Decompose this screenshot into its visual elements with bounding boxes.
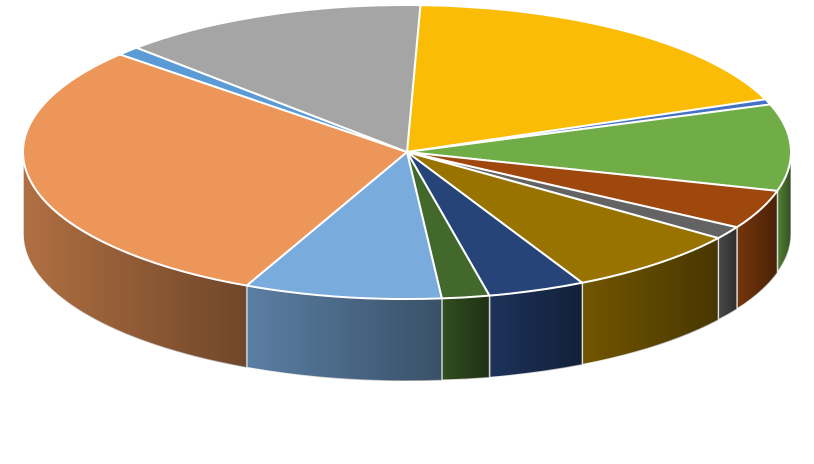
pie-slice-side-shade-6 bbox=[582, 238, 719, 365]
pie-slice-10 bbox=[22, 53, 408, 287]
pie-sides bbox=[22, 151, 792, 382]
pie-slice-6 bbox=[406, 151, 720, 284]
pie-slice-12 bbox=[135, 4, 422, 153]
pie-slice-side-shade-5 bbox=[718, 227, 737, 321]
pie-slice-side-shade-10 bbox=[23, 152, 247, 368]
pie-slice-1 bbox=[406, 4, 767, 153]
pie-slices bbox=[22, 4, 792, 300]
pie-slice-side-shade-7 bbox=[489, 282, 583, 378]
pie-slice-9 bbox=[245, 151, 443, 300]
pie-slice-side-shade-3 bbox=[777, 152, 791, 273]
pie-slice-side-shade-8 bbox=[441, 295, 490, 381]
pie-slice-side-shade-9 bbox=[246, 285, 442, 382]
pie-slice-3 bbox=[406, 103, 792, 192]
